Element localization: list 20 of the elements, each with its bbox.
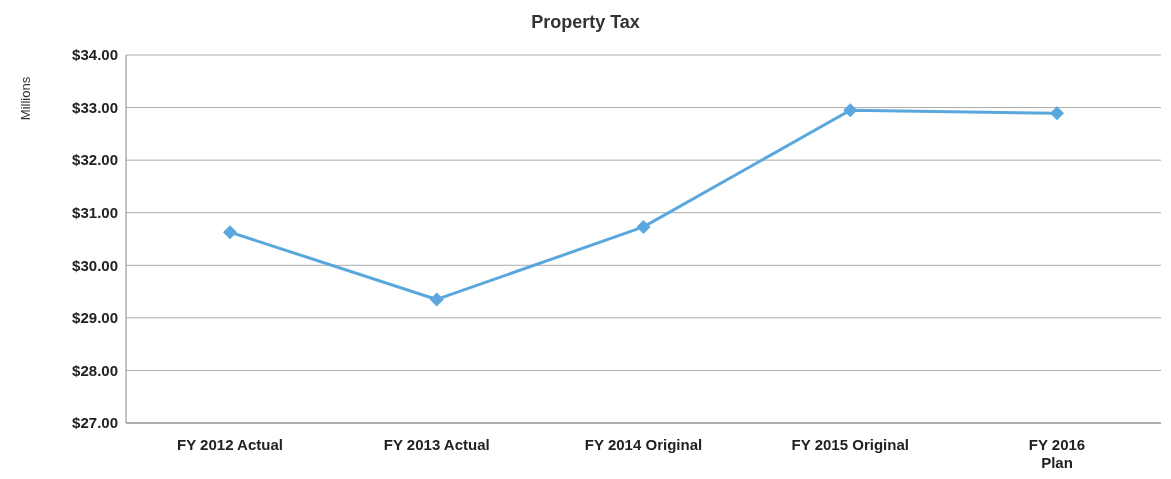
y-tick-label: $32.00	[72, 151, 118, 169]
y-tick-label: $28.00	[72, 361, 118, 379]
x-tick-label: FY 2016 Plan	[1028, 435, 1086, 471]
y-tick-label: $30.00	[72, 256, 118, 274]
y-tick-label: $29.00	[72, 309, 118, 327]
chart-title: Property Tax	[530, 12, 641, 33]
y-tick-label: $31.00	[72, 204, 118, 222]
point	[223, 225, 237, 240]
y-tick-label: $34.00	[72, 46, 118, 64]
x-tick-label: FY 2015 Original	[791, 435, 909, 453]
point	[1050, 106, 1064, 121]
point	[636, 219, 651, 234]
x-tick-label: FY 2013 Actual	[383, 435, 490, 453]
point	[843, 103, 858, 118]
y-tick-label: $33.00	[72, 98, 118, 116]
point	[429, 292, 444, 307]
y-tick-label: $27.00	[72, 414, 118, 432]
x-tick-label: FY 2012 Actual	[177, 435, 283, 453]
y-axis-title: Millions	[18, 76, 34, 120]
x-tick-label: FY 2014 Original	[584, 435, 703, 453]
